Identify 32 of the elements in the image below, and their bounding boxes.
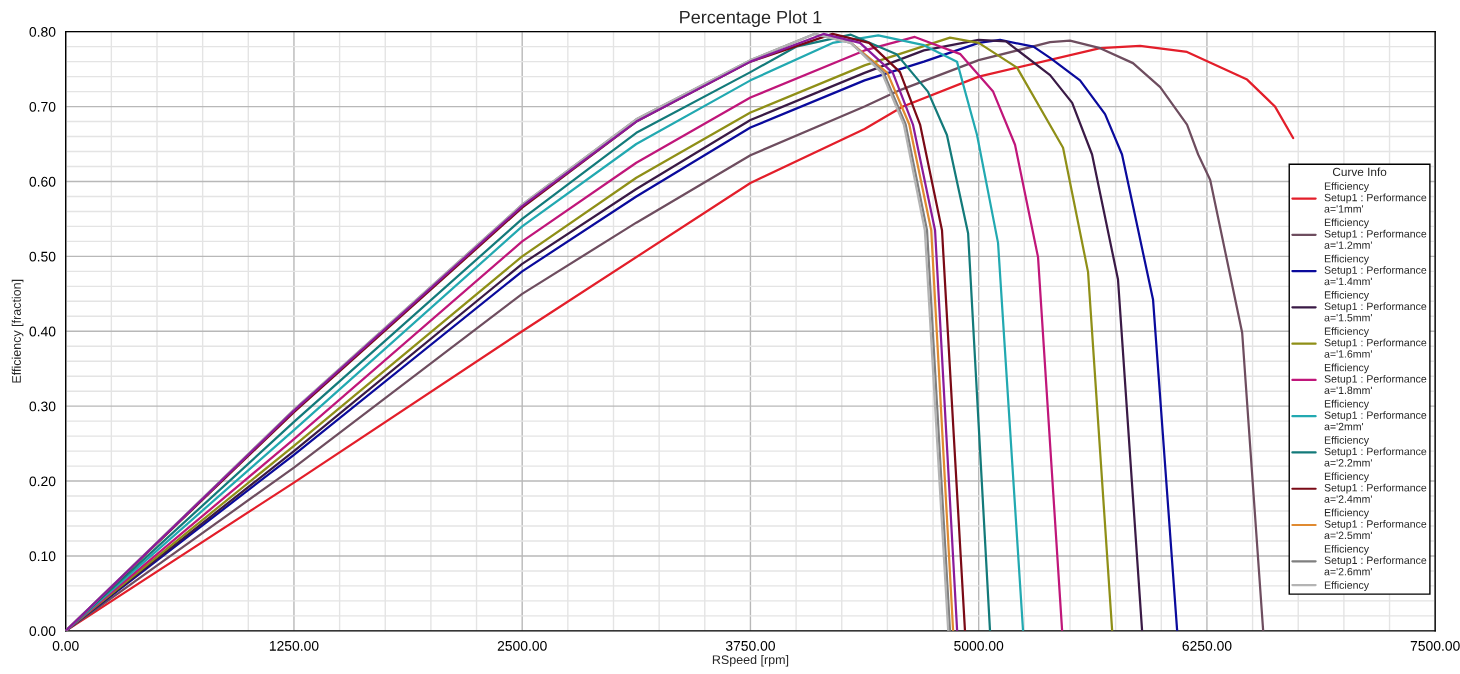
x-tick-label: 5000.00 xyxy=(954,640,1004,651)
y-tick-label: 0.00 xyxy=(29,626,56,637)
y-tick-label: 0.40 xyxy=(29,326,56,337)
x-tick-label: 1250.00 xyxy=(269,640,319,651)
y-tick-label: 0.20 xyxy=(29,476,56,487)
y-tick-label: 0.80 xyxy=(29,27,56,37)
legend-label: Efficiency Setup1 : Performance a='1.2mm' xyxy=(1324,218,1427,249)
legend-label: Efficiency Setup1 : Performance a='2.2mm' xyxy=(1324,436,1427,467)
x-axis-title: RSpeed [rpm] xyxy=(712,654,789,667)
legend-title: Curve Info xyxy=(1332,167,1387,177)
legend-label: Efficiency xyxy=(1324,581,1370,591)
legend-label: Efficiency Setup1 : Performance a='2.5mm' xyxy=(1324,508,1427,540)
y-axis-title: Efficiency [fraction] xyxy=(11,279,24,383)
x-tick-label: 0.00 xyxy=(52,640,79,651)
y-tick-label: 0.10 xyxy=(29,551,56,562)
legend-label: Efficiency Setup1 : Performance a='1mm' xyxy=(1324,182,1427,213)
legend-label: Efficiency Setup1 : Performance a='1.4mm' xyxy=(1324,254,1427,286)
x-tick-label: 6250.00 xyxy=(1182,640,1232,651)
legend-label: Efficiency Setup1 : Performance a='2.4mm' xyxy=(1324,472,1427,503)
y-tick-label: 0.70 xyxy=(29,101,56,112)
x-tick-label: 3750.00 xyxy=(725,640,775,651)
y-tick-label: 0.60 xyxy=(29,176,56,187)
legend-label: Efficiency Setup1 : Performance a='2mm' xyxy=(1324,399,1427,431)
legend-label: Efficiency Setup1 : Performance a='1.5mm' xyxy=(1324,290,1427,322)
legend-label: Efficiency Setup1 : Performance a='1.6mm' xyxy=(1324,327,1427,358)
legend-label: Efficiency Setup1 : Performance a='1.8mm' xyxy=(1324,363,1427,394)
y-tick-label: 0.50 xyxy=(29,251,56,262)
chart-title: Percentage Plot 1 xyxy=(680,10,822,28)
y-tick-label: 0.30 xyxy=(29,401,56,412)
x-tick-label: 7500.00 xyxy=(1410,640,1460,651)
legend-label: Efficiency Setup1 : Performance a='2.6mm' xyxy=(1324,544,1427,576)
x-tick-label: 2500.00 xyxy=(497,640,547,651)
